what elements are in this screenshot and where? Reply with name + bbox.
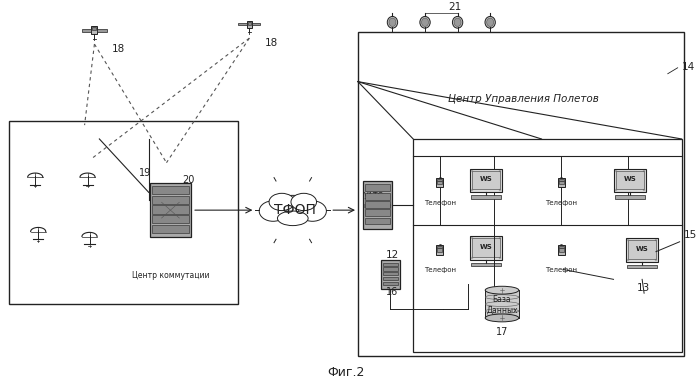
Text: Телефон: Телефон bbox=[545, 267, 577, 274]
Bar bbox=[559, 248, 564, 251]
Text: ISDN PRI: ISDN PRI bbox=[364, 204, 391, 209]
Text: 19: 19 bbox=[139, 168, 151, 178]
Text: База
Данных: База Данных bbox=[487, 295, 518, 315]
Bar bbox=[252, 23, 261, 26]
Text: 13: 13 bbox=[637, 283, 651, 293]
Bar bbox=[152, 225, 189, 233]
Bar bbox=[436, 245, 443, 255]
Bar bbox=[365, 193, 391, 200]
Text: WS: WS bbox=[636, 246, 649, 252]
Ellipse shape bbox=[421, 18, 428, 26]
Bar bbox=[247, 21, 251, 24]
Bar bbox=[382, 263, 398, 266]
Bar bbox=[471, 195, 501, 199]
Bar bbox=[616, 195, 645, 199]
Ellipse shape bbox=[291, 193, 317, 211]
Bar bbox=[365, 209, 391, 216]
Bar bbox=[559, 246, 564, 248]
Bar bbox=[382, 267, 398, 271]
Ellipse shape bbox=[278, 211, 308, 226]
Bar bbox=[358, 32, 684, 357]
Bar bbox=[92, 27, 96, 30]
Bar bbox=[365, 201, 391, 208]
Bar bbox=[438, 179, 442, 181]
Bar bbox=[473, 238, 500, 257]
Bar bbox=[617, 171, 644, 189]
Text: 14: 14 bbox=[682, 62, 695, 72]
Bar bbox=[438, 246, 442, 248]
Bar bbox=[438, 181, 442, 184]
Ellipse shape bbox=[259, 201, 287, 221]
Bar bbox=[470, 169, 502, 192]
Bar bbox=[558, 178, 565, 187]
Ellipse shape bbox=[298, 201, 326, 221]
Ellipse shape bbox=[387, 16, 398, 28]
Ellipse shape bbox=[389, 18, 396, 26]
Bar bbox=[152, 205, 189, 213]
Bar bbox=[8, 121, 238, 304]
Bar bbox=[382, 282, 398, 285]
Text: Телефон: Телефон bbox=[545, 200, 577, 206]
Bar bbox=[152, 215, 189, 223]
Text: 12: 12 bbox=[386, 250, 399, 259]
Ellipse shape bbox=[487, 18, 493, 26]
Bar bbox=[247, 21, 252, 28]
Text: 16: 16 bbox=[386, 287, 398, 297]
Text: 21: 21 bbox=[449, 2, 462, 13]
Bar bbox=[471, 263, 501, 266]
Text: WS: WS bbox=[624, 176, 637, 182]
Ellipse shape bbox=[269, 193, 294, 211]
Bar bbox=[82, 29, 92, 32]
Ellipse shape bbox=[485, 16, 496, 28]
Text: Телефон: Телефон bbox=[424, 267, 456, 274]
Bar bbox=[382, 277, 398, 280]
Text: Телефон: Телефон bbox=[424, 200, 456, 206]
Bar bbox=[473, 171, 500, 189]
Ellipse shape bbox=[454, 18, 461, 26]
Text: 18: 18 bbox=[265, 38, 278, 48]
Bar bbox=[558, 245, 565, 255]
Ellipse shape bbox=[485, 286, 519, 294]
Bar bbox=[485, 290, 519, 318]
Text: 17: 17 bbox=[496, 327, 508, 337]
Bar bbox=[363, 181, 392, 229]
Bar bbox=[559, 179, 564, 181]
Text: ТФОП: ТФОП bbox=[274, 203, 316, 217]
Bar bbox=[92, 26, 97, 34]
Bar bbox=[152, 195, 189, 204]
Text: УАТС: УАТС bbox=[364, 192, 384, 201]
Text: Фиг.2: Фиг.2 bbox=[327, 366, 365, 379]
Bar bbox=[413, 139, 682, 352]
Bar bbox=[559, 181, 564, 184]
Bar bbox=[152, 186, 189, 194]
Text: 20: 20 bbox=[182, 175, 194, 186]
Ellipse shape bbox=[485, 314, 519, 322]
Bar bbox=[627, 264, 657, 269]
Bar bbox=[238, 23, 247, 26]
Text: WS: WS bbox=[480, 176, 493, 182]
Bar bbox=[438, 248, 442, 251]
Text: Центр Управления Полетов: Центр Управления Полетов bbox=[448, 94, 599, 104]
Bar bbox=[97, 29, 107, 32]
Bar bbox=[614, 169, 646, 192]
Bar bbox=[628, 240, 656, 259]
Ellipse shape bbox=[452, 16, 463, 28]
Text: WS: WS bbox=[480, 244, 493, 250]
Ellipse shape bbox=[274, 195, 312, 220]
Bar bbox=[150, 183, 191, 237]
Bar bbox=[381, 259, 401, 289]
Text: Центр коммутации: Центр коммутации bbox=[131, 271, 209, 280]
Bar bbox=[365, 218, 391, 224]
Bar bbox=[365, 184, 391, 191]
Bar bbox=[470, 236, 502, 259]
Bar bbox=[382, 272, 398, 275]
Bar bbox=[626, 238, 658, 261]
Bar bbox=[436, 178, 443, 187]
Text: 18: 18 bbox=[113, 44, 125, 54]
Ellipse shape bbox=[420, 16, 430, 28]
Text: 15: 15 bbox=[684, 230, 697, 240]
